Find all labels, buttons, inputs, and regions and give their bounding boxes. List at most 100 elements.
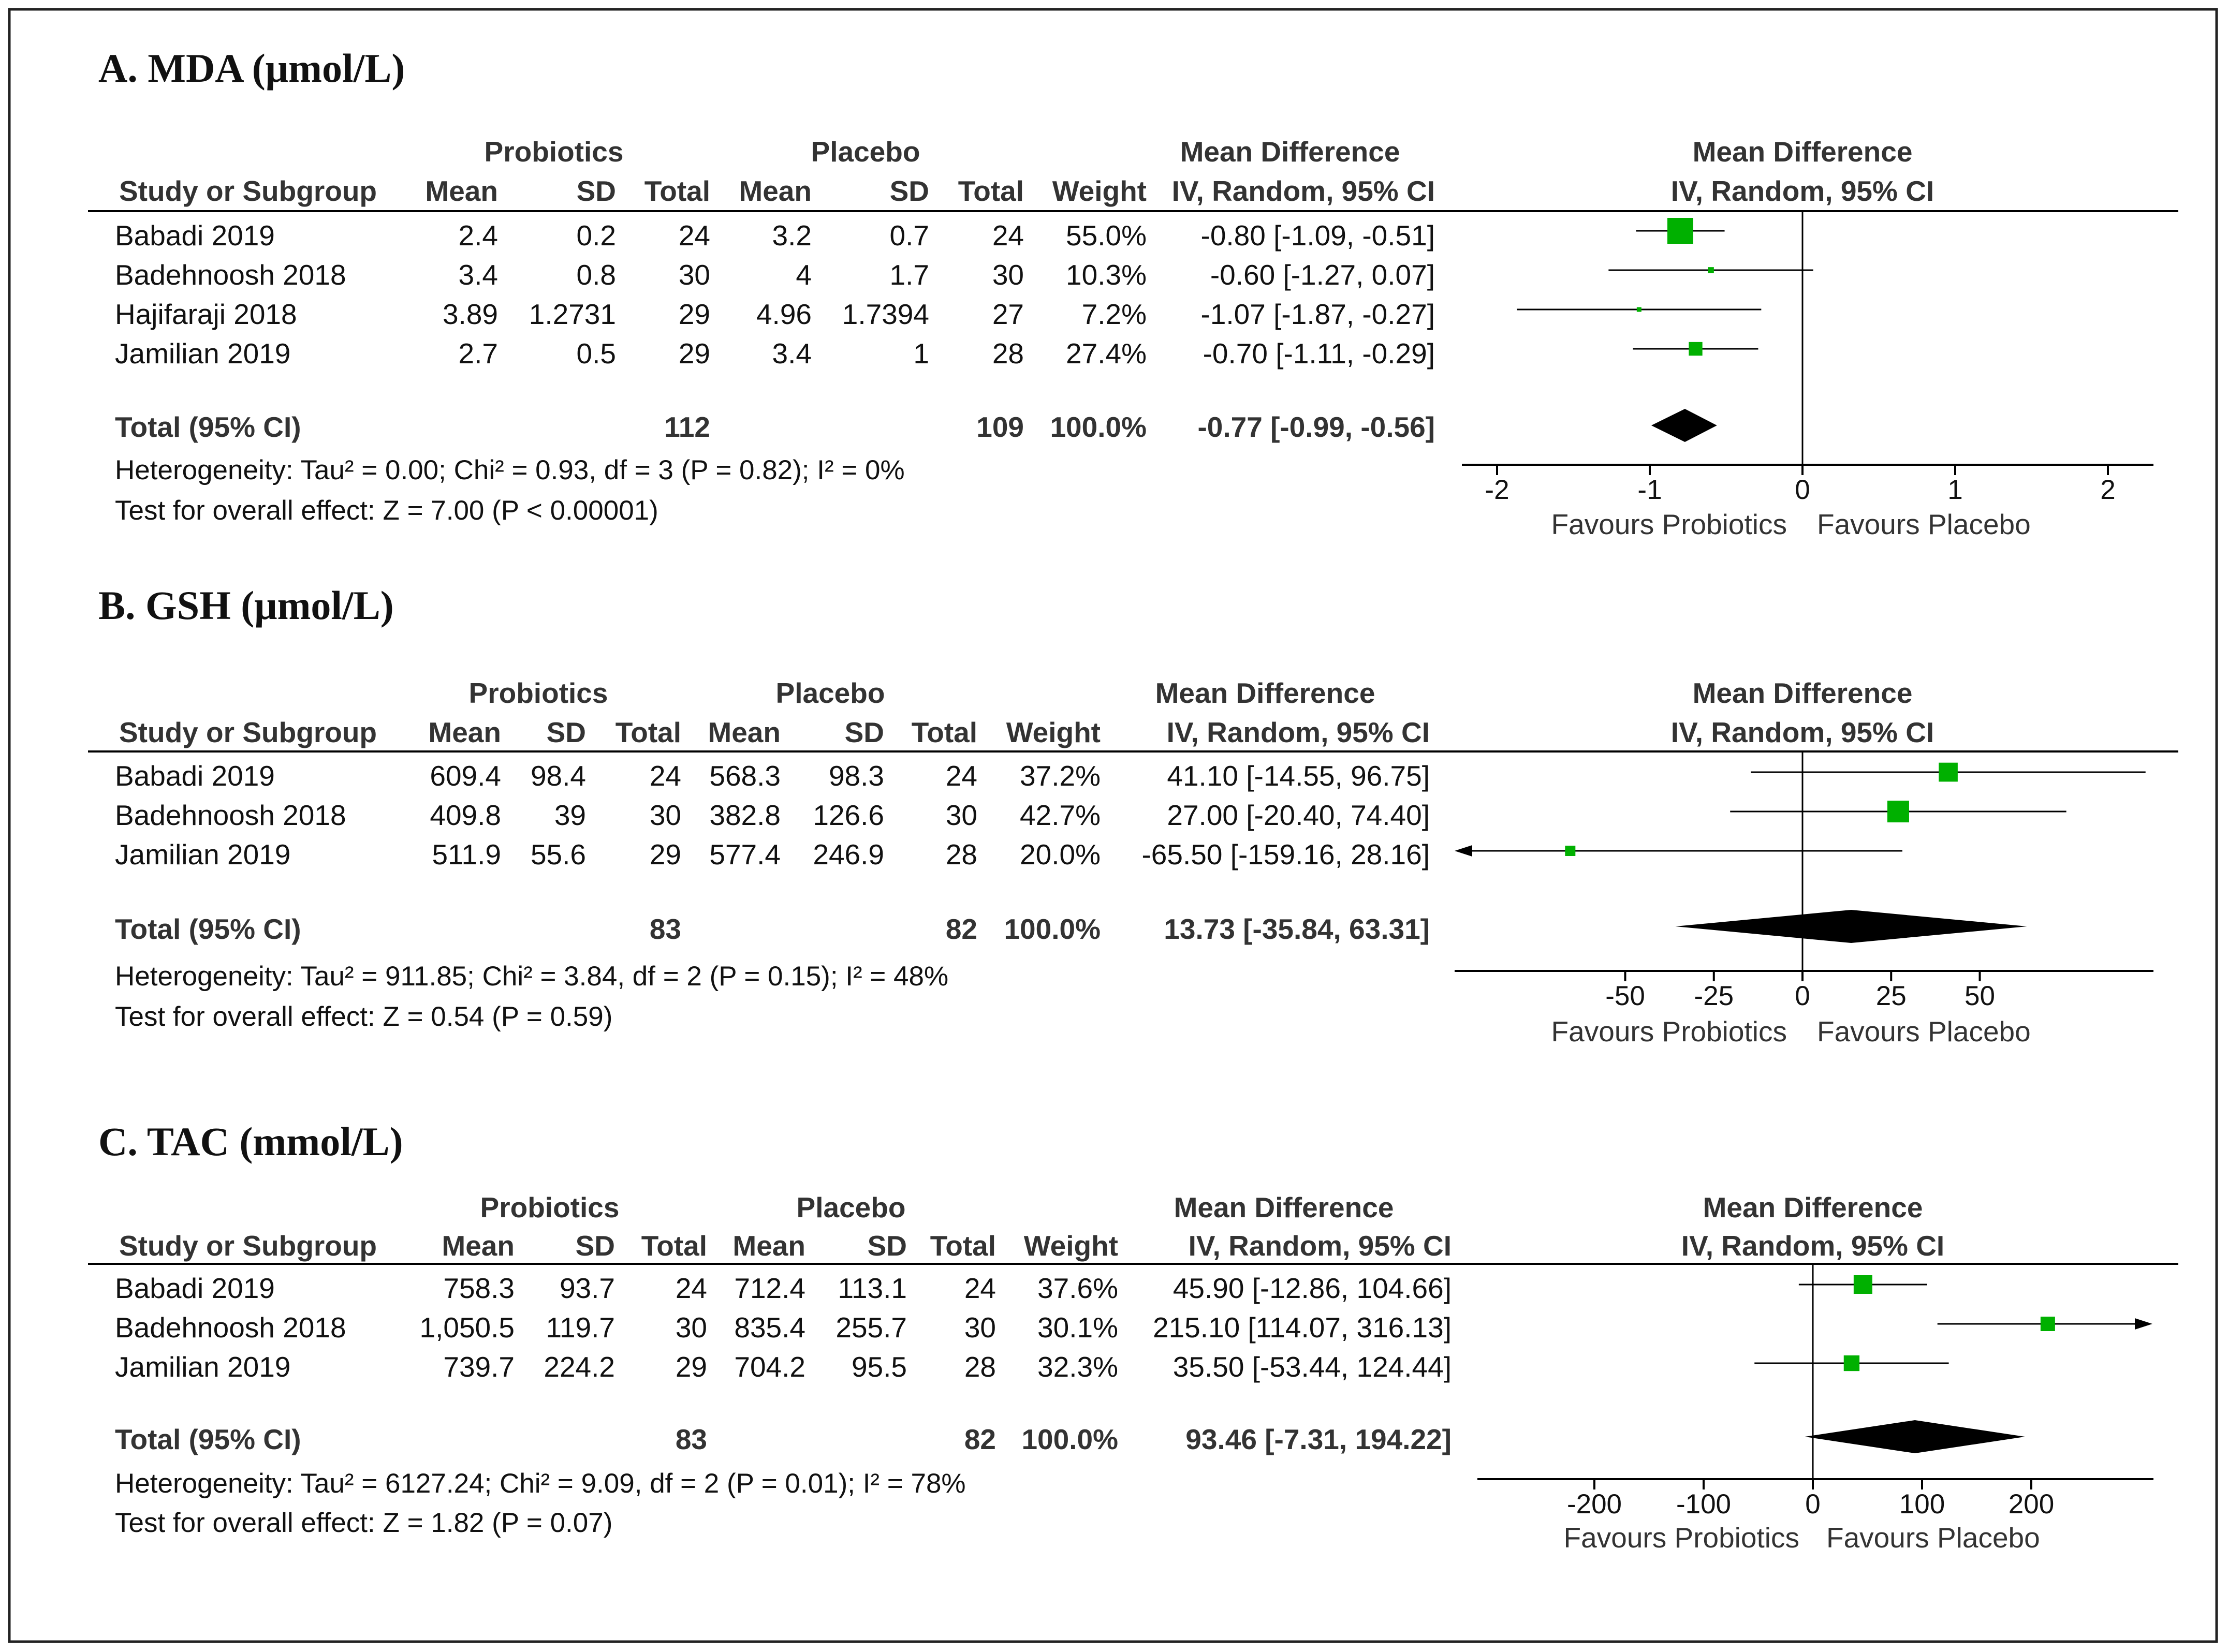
mean-placebo: 4 <box>796 259 812 291</box>
mean-difference-ci: -0.70 [-1.11, -0.29] <box>1203 337 1435 370</box>
panel-c-col-sd2: SD <box>868 1230 907 1262</box>
effect-square <box>1939 762 1958 782</box>
panel-c-plot: -200 -100 0 100 200 <box>1477 1275 2153 1520</box>
weight: 7.2% <box>1082 298 1147 330</box>
mean-placebo: 712.4 <box>734 1272 805 1304</box>
total-placebo: 24 <box>992 219 1024 252</box>
sd-probiotics: 0.5 <box>577 337 616 370</box>
x-axis-tick-label: 0 <box>1795 475 1810 505</box>
total-placebo: 28 <box>964 1351 996 1383</box>
total-probiotics: 24 <box>676 1272 707 1304</box>
x-axis-tick-label: 1 <box>1947 475 1962 505</box>
panel-b-col-ci: IV, Random, 95% CI <box>1167 716 1430 748</box>
panel-b-row-3: Jamilian 2019 511.9 55.6 29 577.4 246.9 … <box>115 838 1430 871</box>
mean-difference-ci: 27.00 [-20.40, 74.40] <box>1167 799 1430 831</box>
panel-c-group-placebo: Placebo <box>797 1191 906 1223</box>
panel-a-plot-subheader: IV, Random, 95% CI <box>1671 175 1934 207</box>
sd-placebo: 1 <box>913 337 929 370</box>
total-placebo: 28 <box>992 337 1024 370</box>
total-probiotics: 112 <box>664 411 710 443</box>
total-placebo: 82 <box>964 1423 996 1455</box>
x-axis-tick-label: 50 <box>1965 981 1995 1011</box>
x-axis-tick-label: 2 <box>2100 475 2115 505</box>
total-placebo: 28 <box>946 838 977 871</box>
x-axis-tick-label: 25 <box>1876 981 1907 1011</box>
mean-difference-ci: -0.60 [-1.27, 0.07] <box>1210 259 1435 291</box>
weight: 27.4% <box>1066 337 1147 370</box>
total-ci: 93.46 [-7.31, 194.22] <box>1185 1423 1452 1455</box>
sd-probiotics: 93.7 <box>560 1272 615 1304</box>
panel-b-title: B. GSH (μmol/L) <box>98 583 394 628</box>
mean-placebo: 4.96 <box>756 298 812 330</box>
panel-c-favours-left: Favours Probiotics <box>1564 1522 1799 1554</box>
sd-placebo: 95.5 <box>852 1351 907 1383</box>
total-probiotics: 30 <box>676 1311 707 1344</box>
panel-a-title: A. MDA (μmol/L) <box>98 46 405 91</box>
study-name: Babadi 2019 <box>115 219 275 252</box>
panel-b-group-placebo: Placebo <box>776 677 885 709</box>
panel-a-col-sd2: SD <box>890 175 929 207</box>
panel-b-col-sd1: SD <box>547 716 586 748</box>
mean-probiotics: 609.4 <box>430 760 501 792</box>
panel-c-title: C. TAC (mmol/L) <box>98 1119 403 1164</box>
panel-a-favours-left: Favours Probiotics <box>1551 508 1787 540</box>
mean-difference-ci: -1.07 [-1.87, -0.27] <box>1201 298 1435 330</box>
study-name: Badehnoosh 2018 <box>115 259 346 291</box>
panel-b-col-sd2: SD <box>845 716 884 748</box>
x-axis-tick-label: 200 <box>2009 1489 2054 1520</box>
panel-b-col-weight: Weight <box>1006 716 1101 748</box>
study-name: Badehnoosh 2018 <box>115 1311 346 1344</box>
panel-a-heterogeneity: Heterogeneity: Tau² = 0.00; Chi² = 0.93,… <box>115 455 905 485</box>
total-placebo: 24 <box>964 1272 996 1304</box>
mean-probiotics: 1,050.5 <box>419 1311 515 1344</box>
study-name: Jamilian 2019 <box>115 1351 290 1383</box>
total-label: Total (95% CI) <box>115 1423 301 1455</box>
panel-c-col-study: Study or Subgroup <box>119 1230 377 1262</box>
panel-a-group-placebo: Placebo <box>811 136 920 168</box>
panel-b-favours-right: Favours Placebo <box>1817 1015 2031 1048</box>
panel-c: C. TAC (mmol/L) Probiotics Placebo Mean … <box>88 1119 2178 1554</box>
panel-b-heterogeneity: Heterogeneity: Tau² = 911.85; Chi² = 3.8… <box>115 961 948 992</box>
mean-probiotics: 2.4 <box>459 219 498 252</box>
sd-probiotics: 224.2 <box>544 1351 615 1383</box>
panel-a-col-sd1: SD <box>577 175 616 207</box>
effect-square <box>1636 307 1641 312</box>
panel-b-row-2: Badehnoosh 2018 409.8 39 30 382.8 126.6 … <box>115 799 1430 831</box>
mean-placebo: 704.2 <box>734 1351 805 1383</box>
mean-probiotics: 511.9 <box>432 838 501 871</box>
panel-a-col-ci: IV, Random, 95% CI <box>1172 175 1435 207</box>
total-probiotics: 24 <box>650 760 681 792</box>
total-probiotics: 29 <box>676 1351 707 1383</box>
sd-placebo: 255.7 <box>836 1311 907 1344</box>
mean-placebo: 835.4 <box>734 1311 805 1344</box>
sd-placebo: 1.7394 <box>842 298 929 330</box>
panel-c-row-1: Babadi 2019 758.3 93.7 24 712.4 113.1 24… <box>115 1272 1452 1304</box>
total-weight: 100.0% <box>1021 1423 1118 1455</box>
ci-arrow-left <box>1455 845 1472 857</box>
x-axis-tick-label: -1 <box>1637 475 1662 505</box>
pooled-diamond <box>1805 1420 2025 1453</box>
x-axis-tick-label: 0 <box>1805 1489 1820 1520</box>
panel-a-favours-right: Favours Placebo <box>1817 508 2031 540</box>
ci-arrow-right <box>2135 1318 2152 1330</box>
mean-difference-ci: -65.50 [-159.16, 28.16] <box>1141 838 1430 871</box>
sd-probiotics: 39 <box>554 799 586 831</box>
panel-a-overall-effect: Test for overall effect: Z = 7.00 (P < 0… <box>115 495 658 526</box>
mean-probiotics: 2.7 <box>459 337 498 370</box>
panel-c-heterogeneity: Heterogeneity: Tau² = 6127.24; Chi² = 9.… <box>115 1468 966 1499</box>
weight: 20.0% <box>1020 838 1101 871</box>
x-axis-tick-label: -100 <box>1676 1489 1731 1520</box>
effect-square <box>1565 846 1576 856</box>
panel-a-group-probiotics: Probiotics <box>485 136 624 168</box>
mean-probiotics: 3.4 <box>459 259 498 291</box>
total-ci: -0.77 [-0.99, -0.56] <box>1197 411 1435 443</box>
panel-b-group-md: Mean Difference <box>1155 677 1375 709</box>
total-probiotics: 29 <box>679 337 710 370</box>
mean-placebo: 3.2 <box>772 219 812 252</box>
effect-square <box>1887 801 1909 822</box>
effect-square <box>1853 1275 1872 1294</box>
effect-square <box>1689 342 1703 356</box>
total-probiotics: 24 <box>679 219 710 252</box>
total-label: Total (95% CI) <box>115 411 301 443</box>
